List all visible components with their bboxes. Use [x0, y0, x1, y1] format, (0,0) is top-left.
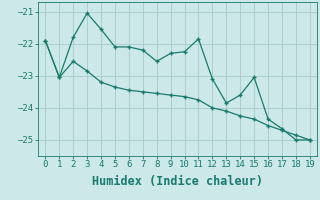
X-axis label: Humidex (Indice chaleur): Humidex (Indice chaleur) [92, 175, 263, 188]
